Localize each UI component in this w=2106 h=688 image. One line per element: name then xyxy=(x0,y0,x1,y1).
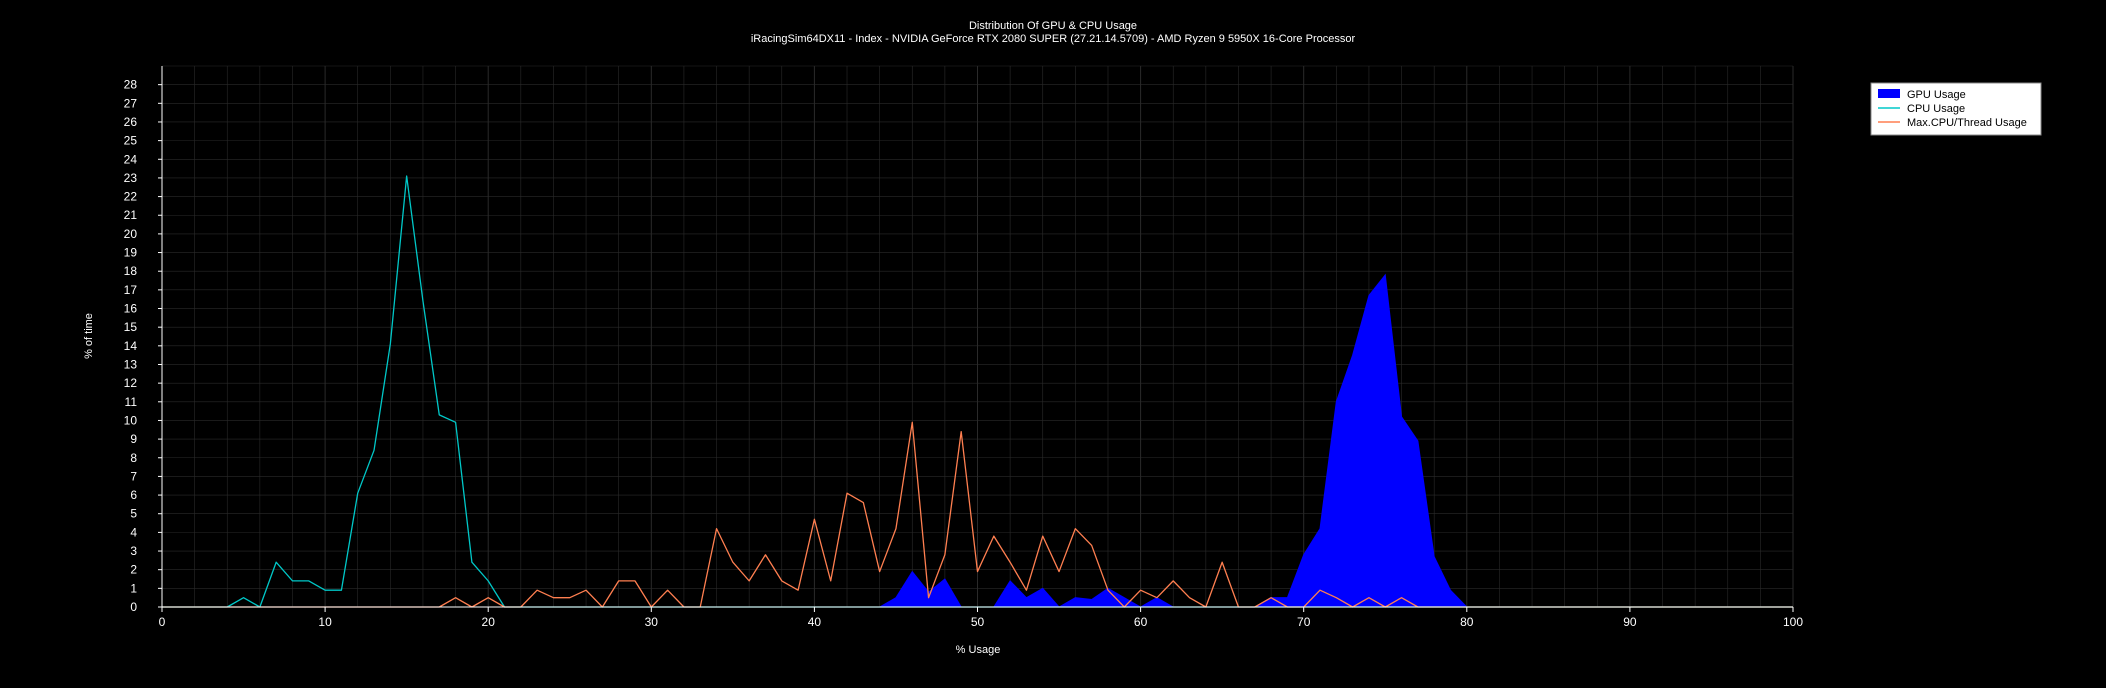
legend-entries: GPU Usage CPU Usage Max.CPU/Thread Usage xyxy=(1878,89,2027,129)
x-tick-label: 10 xyxy=(318,615,332,629)
chart-legend: GPU Usage CPU Usage Max.CPU/Thread Usage xyxy=(1870,82,2042,136)
y-tick-label: 9 xyxy=(130,432,137,446)
y-tick-label: 17 xyxy=(124,283,138,297)
legend-label: CPU Usage xyxy=(1907,103,1965,115)
grid-lines xyxy=(161,65,1794,608)
y-tick-label: 27 xyxy=(124,96,138,110)
series-line-max-cpu-thread-usage xyxy=(162,421,1793,608)
y-tick-label: 23 xyxy=(124,171,138,185)
y-tick-label: 18 xyxy=(124,264,138,278)
y-tick-label: 21 xyxy=(124,208,138,222)
y-tick-label: 14 xyxy=(124,339,138,353)
y-tick-label: 22 xyxy=(124,190,138,204)
x-axis-label: % Usage xyxy=(956,644,1001,656)
y-tick-label: 8 xyxy=(130,451,137,465)
chart-subtitle: iRacingSim64DX11 - Index - NVIDIA GeForc… xyxy=(751,33,1356,45)
legend-label: Max.CPU/Thread Usage xyxy=(1907,117,2027,129)
chart-title: Distribution Of GPU & CPU Usage xyxy=(969,20,1137,32)
y-tick-label: 28 xyxy=(124,78,138,92)
series-line-cpu-usage xyxy=(162,175,1793,608)
y-tick-label: 3 xyxy=(130,544,137,558)
y-tick-label: 1 xyxy=(130,581,137,595)
y-axis-label: % of time xyxy=(83,313,95,359)
x-tick-label: 70 xyxy=(1297,615,1311,629)
y-tick-label: 0 xyxy=(130,600,137,614)
tick-labels: 0 10 20 30 40 50 60 70 80 90 100012345678910111213… xyxy=(124,78,1804,629)
y-tick-label: 15 xyxy=(124,320,138,334)
y-tick-label: 16 xyxy=(124,302,138,316)
y-tick-label: 6 xyxy=(130,488,137,502)
y-tick-label: 25 xyxy=(124,134,138,148)
y-tick-label: 11 xyxy=(125,395,138,409)
y-tick-label: 20 xyxy=(124,227,138,241)
x-tick-label: 60 xyxy=(1134,615,1148,629)
legend-swatch-gpu-usage xyxy=(1878,89,1900,98)
y-tick-label: 5 xyxy=(130,507,137,521)
series-layer xyxy=(162,175,1793,608)
y-tick-label: 24 xyxy=(124,152,138,166)
y-tick-label: 2 xyxy=(130,563,137,577)
y-tick-label: 10 xyxy=(124,413,138,427)
x-tick-label: 20 xyxy=(482,615,496,629)
y-tick-label: 4 xyxy=(130,525,137,539)
x-tick-label: 0 xyxy=(159,615,166,629)
x-tick-label: 100 xyxy=(1783,615,1803,629)
x-tick-label: 40 xyxy=(808,615,822,629)
x-tick-label: 90 xyxy=(1623,615,1637,629)
y-tick-label: 26 xyxy=(124,115,138,129)
y-tick-label: 12 xyxy=(124,376,138,390)
x-tick-label: 80 xyxy=(1460,615,1474,629)
x-tick-label: 50 xyxy=(971,615,985,629)
x-tick-label: 30 xyxy=(645,615,659,629)
y-tick-label: 7 xyxy=(130,469,137,483)
legend-label: GPU Usage xyxy=(1907,89,1966,101)
y-tick-label: 19 xyxy=(124,246,138,260)
y-tick-label: 13 xyxy=(124,357,138,371)
